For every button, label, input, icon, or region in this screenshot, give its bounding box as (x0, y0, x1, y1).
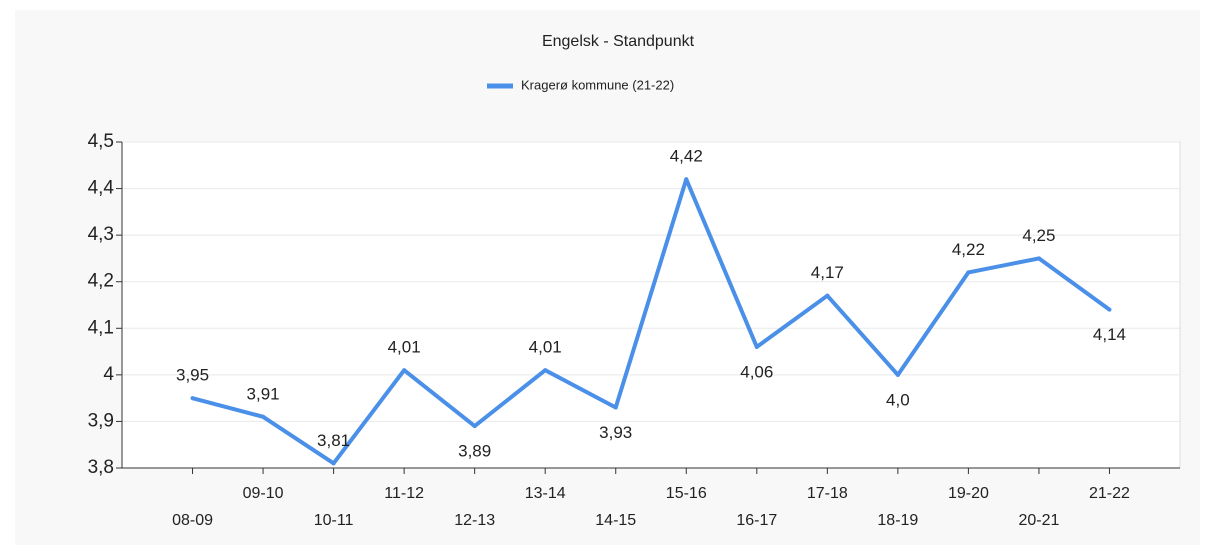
data-label: 4,25 (1022, 226, 1055, 245)
data-label: 3,81 (317, 431, 350, 450)
data-label: 4,01 (388, 338, 421, 357)
data-point (825, 293, 830, 298)
x-tick-label: 10-11 (314, 512, 354, 529)
data-point (190, 396, 195, 401)
x-tick-label: 18-19 (877, 512, 918, 529)
data-label: 3,89 (458, 442, 491, 461)
plot-area (121, 141, 1181, 469)
x-tick-label: 12-13 (454, 512, 495, 529)
x-tick-label: 17-18 (807, 485, 848, 502)
data-label: 3,91 (247, 384, 280, 403)
x-tick-label: 15-16 (666, 485, 707, 502)
data-line (192, 177, 1111, 466)
y-tick-label: 3,8 (88, 457, 114, 478)
x-tick-label: 20-21 (1018, 512, 1059, 529)
data-point (402, 368, 407, 373)
data-point (543, 368, 548, 373)
x-tick-label: 19-20 (948, 485, 989, 502)
data-label: 3,95 (176, 366, 209, 385)
y-tick-label: 4,5 (88, 131, 114, 152)
y-tick-label: 4,4 (88, 178, 115, 199)
x-tick-label: 16-17 (736, 512, 777, 529)
data-point (754, 344, 759, 349)
chart-title: Engelsk - Standpunkt (542, 33, 695, 50)
data-label: 4,01 (529, 338, 562, 357)
x-tick-label: 09-10 (243, 485, 284, 502)
y-tick-label: 3,9 (88, 410, 114, 431)
data-label: 4,14 (1093, 325, 1126, 344)
y-tick-label: 4,1 (88, 317, 114, 338)
x-tick-label: 14-15 (595, 512, 636, 529)
x-tick-label: 13-14 (525, 485, 566, 502)
y-tick-label: 4,3 (88, 224, 114, 245)
x-tick-label: 11-12 (384, 485, 424, 502)
data-label: 4,0 (886, 390, 910, 409)
legend-label: Kragerø kommune (21-22) (521, 77, 674, 92)
data-label: 4,06 (740, 362, 773, 381)
data-point (895, 372, 900, 377)
data-point (966, 270, 971, 275)
data-point (261, 414, 266, 419)
data-point (613, 405, 618, 410)
data-point (331, 461, 336, 466)
data-point (684, 177, 689, 182)
y-tick-label: 4 (103, 364, 114, 385)
data-label: 4,17 (811, 263, 844, 282)
data-label: 3,93 (599, 423, 632, 442)
data-point (472, 424, 477, 429)
data-label: 4,42 (670, 147, 703, 166)
data-point (1107, 307, 1112, 312)
data-label: 4,22 (952, 240, 985, 259)
x-tick-label: 21-22 (1089, 485, 1130, 502)
data-point (1036, 256, 1041, 261)
x-tick-label: 08-09 (172, 512, 213, 529)
y-tick-label: 4,2 (88, 271, 114, 292)
